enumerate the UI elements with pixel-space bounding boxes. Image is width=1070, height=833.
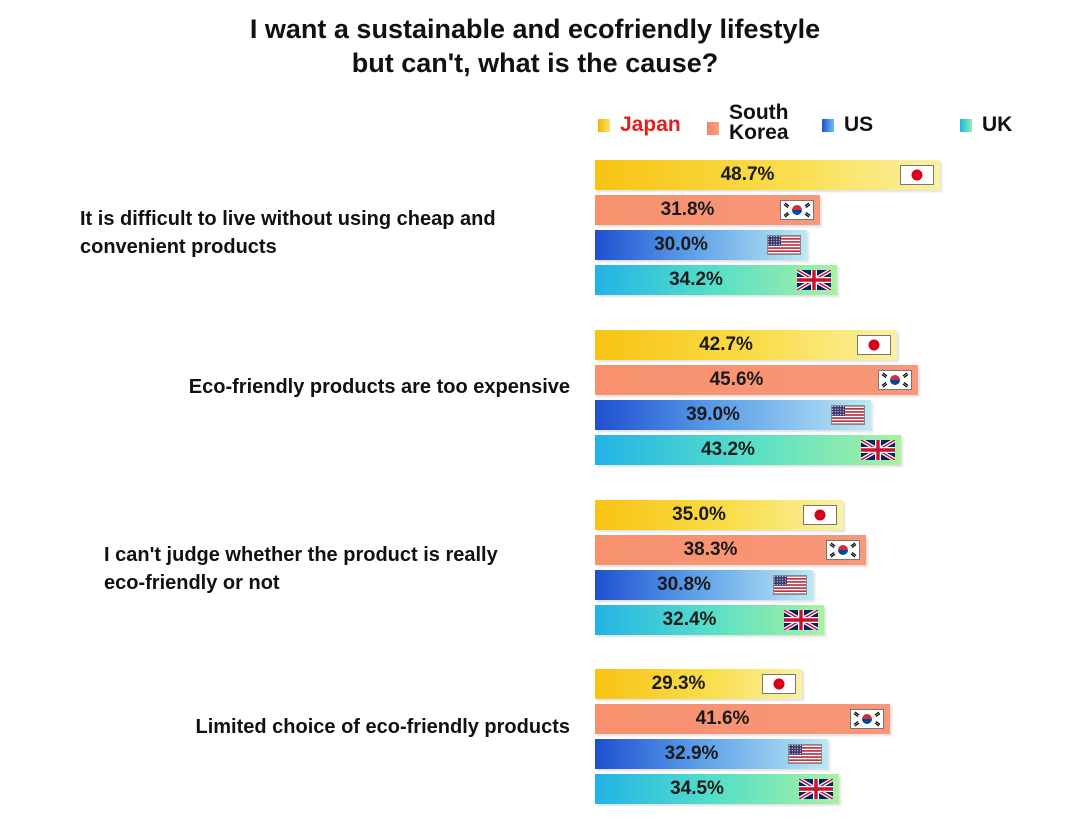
bar-value-label-south-korea-category-2: 45.6%: [709, 369, 764, 390]
bar-us-category-2: 39.0%: [595, 400, 871, 430]
legend-swatch-south-korea: [707, 121, 719, 135]
bar-uk-category-2: 43.2%: [595, 435, 901, 465]
legend-label-japan: Japan: [620, 113, 681, 136]
uk-flag-icon: [797, 777, 835, 801]
legend-label-uk: UK: [982, 113, 1013, 136]
bar-japan-category-4: 29.3%: [595, 669, 802, 699]
bar-us-category-3: 30.8%: [595, 570, 813, 600]
chart-title-line-1: I want a sustainable and ecofriendly lif…: [249, 14, 821, 44]
uk-flag-icon: [795, 268, 833, 292]
bar-south-korea-category-1: 31.8%: [595, 195, 820, 225]
bar-south-korea-category-2: 45.6%: [595, 365, 918, 395]
south-korea-flag-icon: [878, 370, 912, 390]
legend-item-japan: Japan: [598, 113, 681, 136]
bar-value-label-uk-category-3: 32.4%: [662, 609, 717, 630]
japan-flag-icon: [803, 505, 837, 525]
bar-value-label-us-category-1: 30.0%: [654, 234, 708, 255]
bar-value-label-uk-category-2: 43.2%: [701, 439, 755, 460]
legend-item-uk: UK: [960, 113, 1013, 136]
south-korea-flag-icon: [850, 709, 884, 729]
category-label-3: I can't judge whether the product is rea…: [104, 544, 498, 594]
bar-value-label-japan-category-4: 29.3%: [651, 673, 706, 694]
legend-swatch-us: [822, 118, 834, 132]
category-label-2: Eco-friendly products are too expensive: [188, 376, 570, 398]
legend-item-south-korea: South Korea: [707, 101, 789, 144]
chart-legend: Japan South Korea US UK: [0, 0, 1070, 150]
uk-flag-icon: [782, 608, 820, 632]
bar-value-label-japan-category-1: 48.7%: [720, 164, 775, 185]
bar-south-korea-category-3: 38.3%: [595, 535, 866, 565]
bar-value-label-uk-category-4: 34.5%: [670, 778, 724, 799]
legend-item-us: US: [822, 113, 874, 136]
bar-uk-category-4: 34.5%: [595, 774, 839, 804]
bar-value-label-south-korea-category-3: 38.3%: [683, 539, 738, 560]
bar-value-label-japan-category-3: 35.0%: [672, 504, 726, 525]
bar-japan-category-2: 42.7%: [595, 330, 897, 360]
bar-value-label-south-korea-category-1: 31.8%: [660, 199, 715, 220]
bar-us-category-1: 30.0%: [595, 230, 807, 260]
us-flag-icon: [831, 405, 865, 426]
bar-south-korea-category-4: 41.6%: [595, 704, 890, 734]
chart-title: I want a sustainable and ecofriendly lif…: [0, 12, 1070, 80]
south-korea-flag-icon: [826, 540, 860, 560]
bar-uk-category-1: 34.2%: [595, 265, 837, 295]
bar-value-label-japan-category-2: 42.7%: [699, 334, 753, 355]
category-label-1: It is difficult to live without using ch…: [80, 208, 496, 258]
bar-value-label-us-category-3: 30.8%: [657, 574, 711, 595]
legend-label-south-korea: South Korea: [729, 101, 789, 144]
legend-label-us: US: [844, 113, 874, 136]
bar-value-label-us-category-2: 39.0%: [686, 404, 740, 425]
bar-value-label-us-category-4: 32.9%: [664, 743, 719, 764]
south-korea-flag-icon: [780, 200, 814, 220]
bar-us-category-4: 32.9%: [595, 739, 828, 769]
japan-flag-icon: [900, 165, 934, 185]
bar-uk-category-3: 32.4%: [595, 605, 824, 635]
japan-flag-icon: [762, 674, 796, 694]
bar-japan-category-1: 48.7%: [595, 160, 940, 190]
chart-title-line-2: but can't, what is the cause?: [351, 48, 719, 78]
us-flag-icon: [773, 575, 807, 596]
legend-swatch-japan: [598, 118, 610, 132]
bar-value-label-uk-category-1: 34.2%: [669, 269, 723, 290]
legend-swatch-uk: [960, 118, 972, 132]
bar-japan-category-3: 35.0%: [595, 500, 843, 530]
category-label-4: Limited choice of eco-friendly products: [195, 716, 571, 738]
japan-flag-icon: [857, 335, 891, 355]
us-flag-icon: [788, 744, 822, 765]
bar-value-label-south-korea-category-4: 41.6%: [695, 708, 750, 729]
us-flag-icon: [767, 235, 801, 256]
uk-flag-icon: [859, 438, 897, 462]
